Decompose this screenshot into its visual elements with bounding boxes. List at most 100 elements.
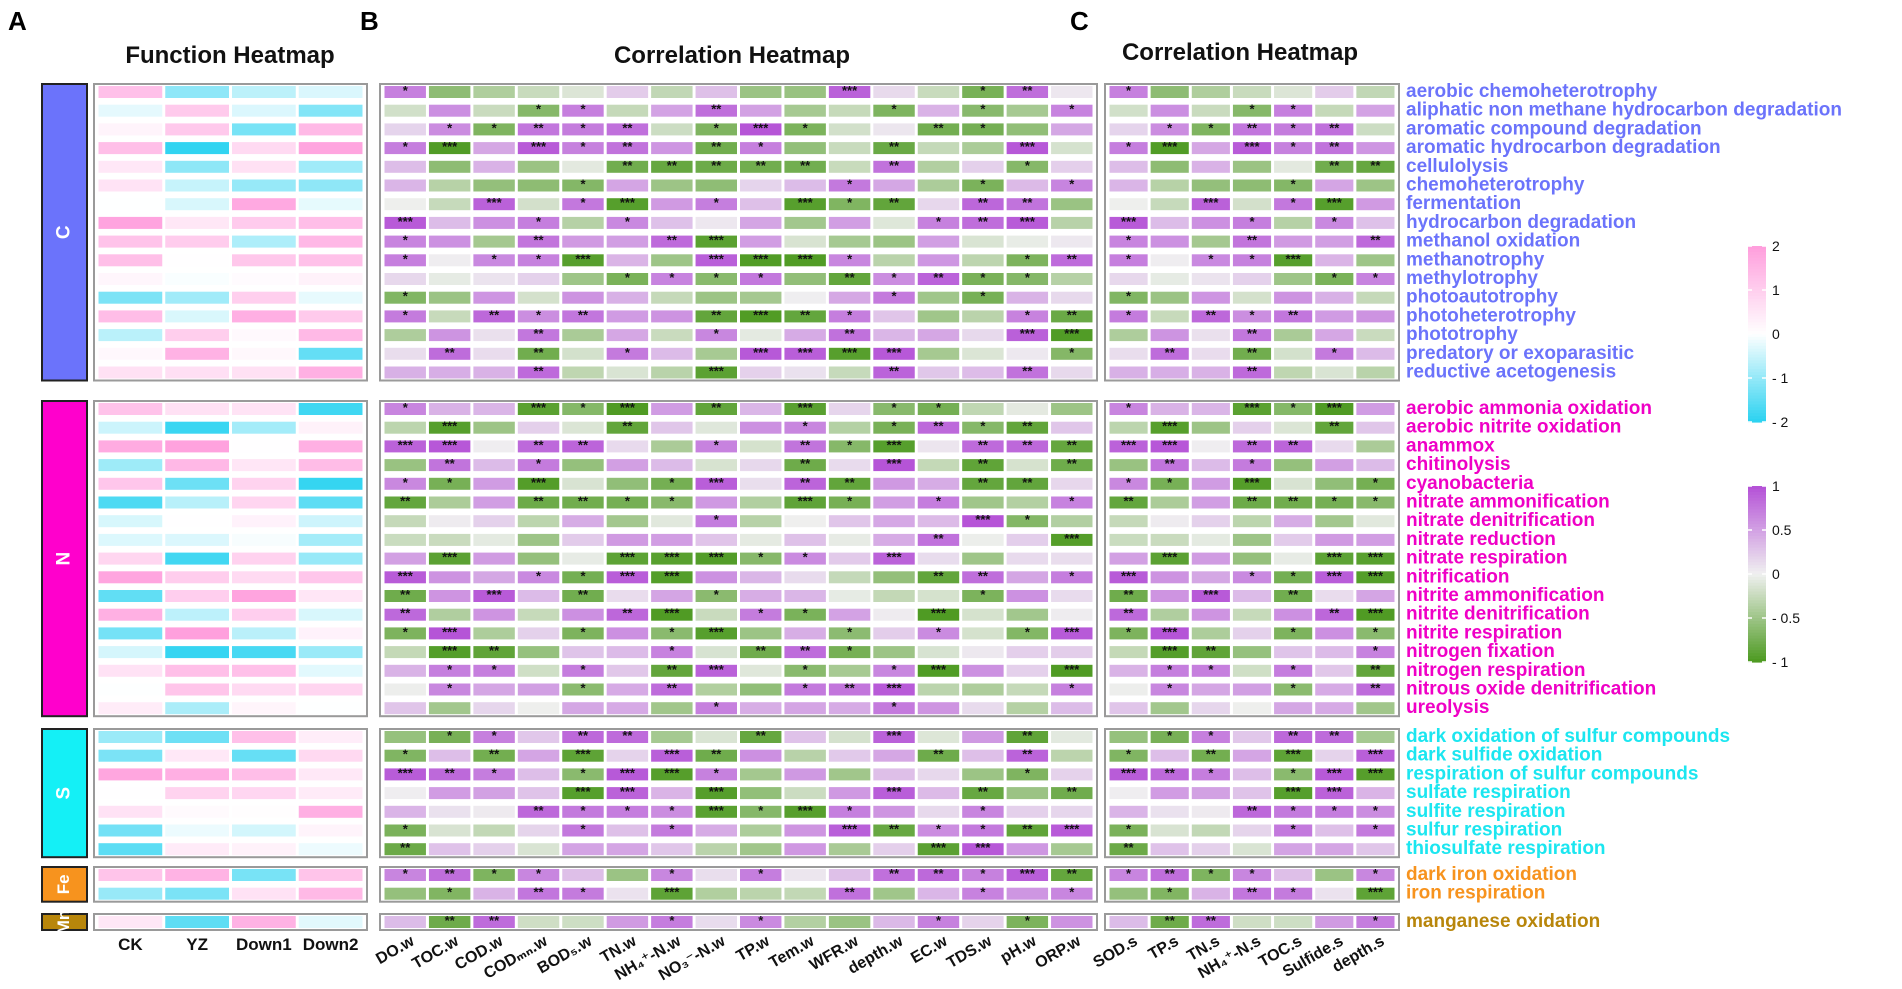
corw-significance-mark: * — [714, 195, 720, 210]
corw-cell — [384, 571, 426, 584]
cors-significance-mark: *** — [1327, 400, 1343, 415]
corw-cell — [562, 646, 604, 659]
corw-significance-mark: * — [980, 866, 986, 881]
function-legend-tick-label: 2 — [1772, 238, 1780, 254]
cors-significance-mark: ** — [1329, 419, 1340, 434]
corw-cell — [873, 590, 915, 602]
corw-cell — [1006, 403, 1049, 415]
corw-cell — [917, 310, 960, 323]
corw-significance-mark: * — [980, 419, 986, 434]
corw-significance-mark: *** — [709, 251, 725, 266]
function-legend-gradient-step — [1748, 328, 1766, 332]
correlation-heatmap-title-s: Correlation Heatmap — [1122, 39, 1358, 66]
corw-cell — [828, 291, 871, 304]
corw-significance-mark: * — [714, 120, 720, 135]
func-cell — [298, 440, 363, 453]
corw-cell — [562, 254, 604, 267]
corw-significance-mark: * — [1025, 270, 1031, 285]
corw-significance-mark: * — [669, 270, 675, 285]
cors-frame-fe — [1104, 866, 1400, 903]
cors-significance-mark: * — [1291, 822, 1297, 837]
cors-cell — [1274, 683, 1313, 696]
corw-cell — [517, 347, 560, 360]
corw-cell — [473, 459, 515, 472]
cors-significance-mark: *** — [1368, 765, 1384, 780]
cors-cell — [1356, 768, 1395, 781]
func-cell — [298, 843, 363, 856]
corw-cell — [562, 104, 604, 117]
cors-cell — [1356, 142, 1395, 155]
corw-cell — [1006, 179, 1049, 192]
cors-significance-mark: * — [1208, 662, 1214, 677]
corw-cell — [917, 291, 960, 304]
func-cell — [298, 142, 363, 155]
cors-cell — [1232, 291, 1272, 304]
cors-significance-mark: ** — [1247, 345, 1258, 360]
func-cell — [298, 590, 363, 602]
corw-cell — [651, 627, 693, 640]
cors-cell — [1315, 787, 1354, 800]
cors-significance-mark: ** — [1329, 120, 1340, 135]
cors-significance-mark: *** — [1203, 195, 1219, 210]
corw-cell — [784, 179, 826, 192]
cors-significance-mark: *** — [1244, 475, 1260, 490]
corw-significance-mark: * — [536, 214, 542, 229]
corw-cell — [651, 235, 693, 248]
corw-cell — [651, 142, 693, 155]
corw-significance-mark: * — [447, 681, 453, 696]
cors-cell — [1274, 571, 1313, 584]
corw-cell — [917, 254, 960, 267]
cors-cell — [1315, 160, 1354, 173]
corw-significance-mark: * — [492, 662, 498, 677]
corw-cell — [828, 310, 871, 323]
corw-significance-mark: ** — [622, 606, 633, 621]
corw-significance-mark: *** — [886, 784, 902, 799]
corw-cell — [473, 608, 515, 621]
cors-cell — [1232, 310, 1272, 323]
corw-cell — [562, 142, 604, 155]
func-cell — [298, 421, 363, 434]
corw-significance-mark: * — [625, 270, 631, 285]
row-label: nitrite ammonification — [1406, 585, 1604, 606]
func-cell — [98, 235, 163, 248]
func-frame-c — [93, 83, 368, 382]
corw-cell — [962, 749, 1004, 762]
function-legend-gradient-step — [1748, 360, 1766, 364]
func-cell — [298, 104, 363, 117]
func-cell — [165, 887, 229, 900]
correlation-legend-gradient-step — [1748, 521, 1766, 525]
corw-cell — [828, 235, 871, 248]
correlation-legend-gradient-step — [1748, 571, 1766, 575]
corw-cell — [473, 916, 515, 928]
corw-column-label: DO.w — [373, 932, 417, 967]
corw-significance-mark: * — [892, 270, 898, 285]
corw-cell — [1006, 787, 1049, 800]
corw-cell — [651, 329, 693, 342]
corw-cell — [428, 843, 471, 856]
cors-cell — [1315, 421, 1354, 434]
cors-significance-mark: * — [1208, 728, 1214, 743]
corw-cell — [651, 683, 693, 696]
cors-cell — [1150, 366, 1189, 379]
corw-cell — [740, 291, 782, 304]
corw-significance-mark: *** — [931, 606, 947, 621]
corw-cell — [428, 590, 471, 602]
function-legend-gradient-step — [1748, 410, 1766, 414]
cors-cell — [1274, 608, 1313, 621]
corw-significance-mark: * — [580, 681, 586, 696]
corw-significance-mark: *** — [931, 662, 947, 677]
corw-significance-mark: *** — [753, 307, 769, 322]
func-cell — [232, 731, 296, 743]
func-cell — [165, 216, 229, 229]
cors-cell — [1356, 646, 1395, 659]
function-legend-gradient-step — [1748, 310, 1766, 315]
corw-cell — [962, 646, 1004, 659]
cors-cell — [1356, 235, 1395, 248]
corw-cell — [695, 123, 737, 136]
cors-cell — [1191, 123, 1230, 136]
corw-cell — [562, 683, 604, 696]
cors-cell — [1191, 887, 1230, 900]
corw-significance-mark: *** — [709, 475, 725, 490]
corw-significance-mark: * — [403, 83, 409, 98]
cors-significance-mark: ** — [1206, 307, 1217, 322]
